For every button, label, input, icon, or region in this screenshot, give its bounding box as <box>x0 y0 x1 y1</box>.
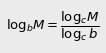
Text: $\log_b\!M = \dfrac{\log_c\!M}{\log_c b}$: $\log_b\!M = \dfrac{\log_c\!M}{\log_c b}… <box>6 9 100 44</box>
